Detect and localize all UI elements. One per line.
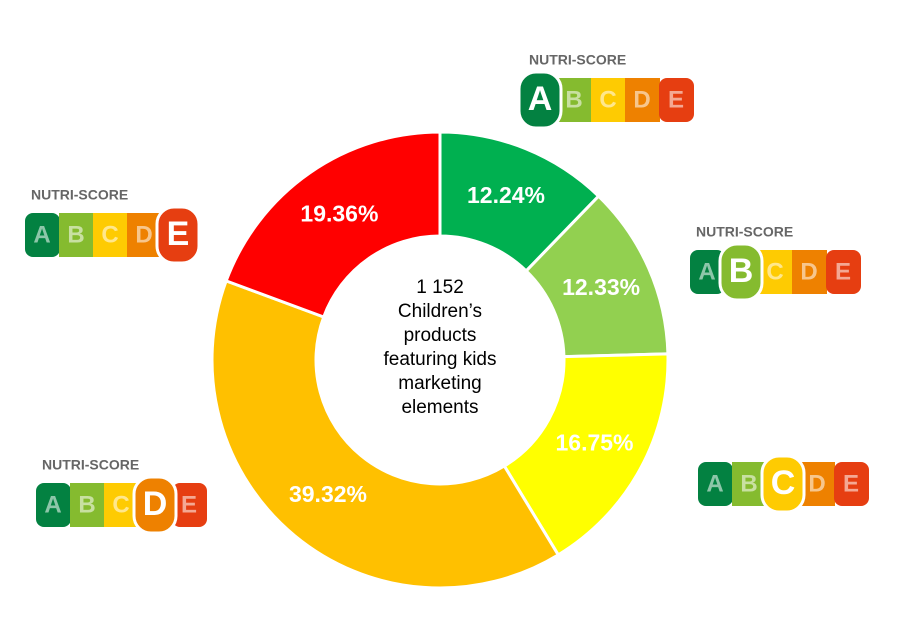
badge-cell: [172, 483, 207, 527]
badge-cell: [792, 250, 827, 294]
value-label: 12.24%: [467, 182, 545, 208]
badge-cell: [93, 213, 128, 257]
donut-segment: [224, 130, 442, 319]
center-text: Children’s: [398, 301, 482, 322]
value-label: 39.32%: [289, 481, 367, 507]
badge-letter: D: [808, 470, 825, 497]
badge-highlight: [155, 205, 201, 265]
badge-highlight: [132, 475, 178, 535]
value-label: 19.36%: [300, 201, 378, 227]
badge-letter: C: [112, 491, 129, 518]
badge-letter: B: [78, 491, 95, 518]
center-text: featuring kids: [383, 349, 496, 370]
badge-letter: B: [729, 252, 754, 290]
badge-title: NUTRI-SCORE: [31, 187, 128, 203]
badge-letter: D: [135, 221, 152, 248]
badge-letter: E: [167, 215, 190, 253]
nutri-score-badge: A B D E C: [698, 454, 869, 514]
badge-cell: [800, 462, 835, 506]
badge-letter: C: [101, 221, 118, 248]
badge-cell: [758, 250, 793, 294]
badge-letter: A: [528, 80, 553, 118]
badge-cell: [659, 78, 694, 122]
badge-highlight: [760, 454, 806, 514]
badge-letter: C: [766, 258, 783, 285]
badge-highlight: [718, 242, 764, 302]
center-text: 1 152: [416, 277, 464, 298]
badge-letter: D: [633, 86, 650, 113]
badge-letter: A: [698, 258, 715, 285]
badge-letter: B: [740, 470, 757, 497]
value-label: 16.75%: [556, 429, 634, 455]
badge-cell: [834, 462, 869, 506]
value-label: 12.33%: [562, 274, 640, 300]
badge-cell: [36, 483, 71, 527]
badge-cell: [690, 250, 725, 294]
badge-cell: [625, 78, 660, 122]
badge-cell: [25, 213, 60, 257]
badge-letter: D: [800, 258, 817, 285]
badge-letter: A: [33, 221, 50, 248]
donut-segment: [210, 278, 561, 590]
badge-highlight: [517, 70, 563, 130]
badge-cell: [698, 462, 733, 506]
badge-title: NUTRI-SCORE: [696, 224, 793, 240]
nutri-score-badge: NUTRI-SCORE B C D E A: [517, 52, 694, 130]
badge-letter: E: [843, 470, 859, 497]
badge-letter: E: [181, 491, 197, 518]
badge-title: NUTRI-SCORE: [529, 52, 626, 68]
badge-letter: B: [565, 86, 582, 113]
badge-cell: [557, 78, 592, 122]
badge-letter: C: [771, 464, 796, 502]
nutri-score-badge: NUTRI-SCORE A C D E B: [690, 224, 861, 302]
badge-letter: E: [835, 258, 851, 285]
badge-letter: C: [599, 86, 616, 113]
badge-letter: A: [706, 470, 723, 497]
nutri-score-badge: NUTRI-SCORE A B C D E: [25, 187, 201, 265]
badge-letter: A: [44, 491, 61, 518]
badge-letter: D: [143, 485, 168, 523]
badge-cell: [70, 483, 105, 527]
badge-title: NUTRI-SCORE: [42, 457, 139, 473]
badge-letter: E: [668, 86, 684, 113]
badge-cell: [59, 213, 94, 257]
donut-segment: [502, 352, 670, 557]
badge-cell: [826, 250, 861, 294]
badge-cell: [591, 78, 626, 122]
badge-letter: B: [67, 221, 84, 248]
center-text: products: [404, 325, 477, 346]
center-text: elements: [401, 397, 478, 418]
nutri-score-badge: NUTRI-SCORE A B C ED: [36, 457, 207, 535]
center-text: marketing: [398, 373, 481, 394]
